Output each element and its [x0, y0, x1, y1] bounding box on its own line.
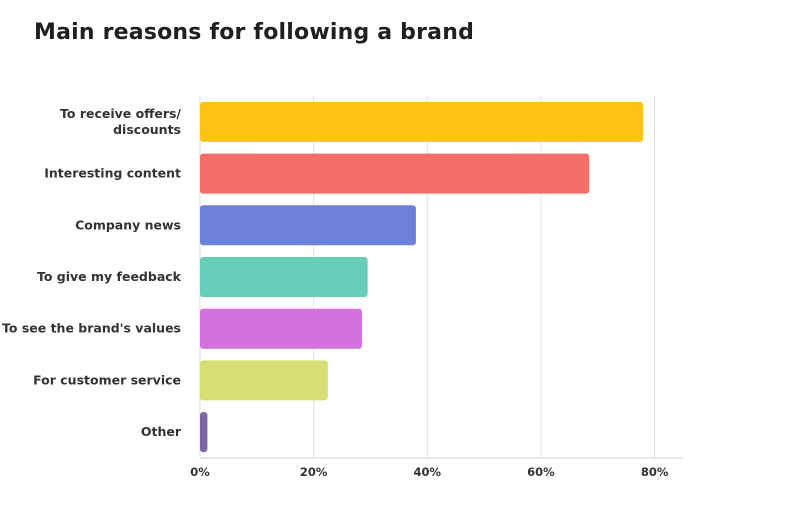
category-label: For customer service: [33, 372, 181, 387]
x-axis-ticks: 0% 20% 40% 60% 80%: [190, 465, 669, 479]
category-label-line: For customer service: [33, 372, 181, 387]
category-label-line: Company news: [75, 217, 181, 232]
bar-6: [200, 412, 208, 453]
category-label-line: discounts: [113, 122, 181, 137]
bar-2: [200, 205, 416, 246]
bar-0: [200, 101, 644, 142]
category-label-line: Interesting content: [44, 166, 181, 181]
bar-3: [200, 257, 368, 297]
category-label-line: To receive offers/: [60, 106, 181, 121]
category-label: To receive offers/discounts: [60, 106, 181, 137]
bar-4: [200, 308, 362, 349]
category-label-line: To give my feedback: [37, 269, 182, 284]
category-label-line: To see the brand's values: [2, 321, 181, 336]
x-tick-label: 20%: [300, 465, 328, 479]
category-label-line: Other: [141, 424, 182, 439]
category-label: To give my feedback: [37, 269, 182, 284]
bar-layer: [200, 101, 644, 453]
x-tick-label: 60%: [527, 465, 555, 479]
category-label: Company news: [75, 217, 181, 232]
category-label: Interesting content: [44, 166, 181, 181]
category-label: Other: [141, 424, 182, 439]
x-tick-label: 80%: [641, 465, 669, 479]
chart-title: Main reasons for following a brand: [34, 20, 475, 45]
x-tick-label: 0%: [190, 465, 210, 479]
x-tick-label: 40%: [414, 465, 442, 479]
bar-5: [200, 360, 328, 401]
category-labels: To receive offers/discounts Interesting c…: [2, 106, 182, 439]
bar-1: [200, 153, 590, 194]
category-label: To see the brand's values: [2, 321, 181, 336]
